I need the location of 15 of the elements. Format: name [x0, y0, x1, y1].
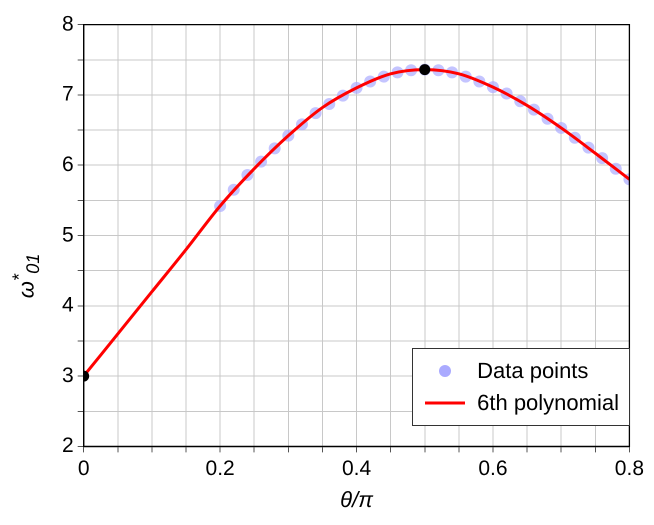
x-tick-label: 0.4 [342, 456, 372, 480]
y-tick-label: 6 [62, 152, 74, 176]
y-tick-label: 5 [62, 223, 74, 246]
x-tick-label: 0.2 [206, 456, 235, 480]
x-tick-label: 0.8 [614, 456, 644, 480]
y-tick-label: 2 [62, 434, 74, 458]
x-tick-label: 0 [78, 456, 90, 480]
x-axis-title: θ/π [340, 486, 374, 512]
y-tick-label: 7 [62, 82, 74, 106]
x-tick-label: 0.6 [478, 456, 508, 480]
legend-label: Data points [477, 357, 588, 385]
y-tick-label: 3 [62, 364, 74, 387]
legend-label: 6th polynomial [477, 389, 619, 417]
y-tick-label: 8 [62, 12, 74, 36]
y-tick-label: 4 [62, 294, 74, 317]
